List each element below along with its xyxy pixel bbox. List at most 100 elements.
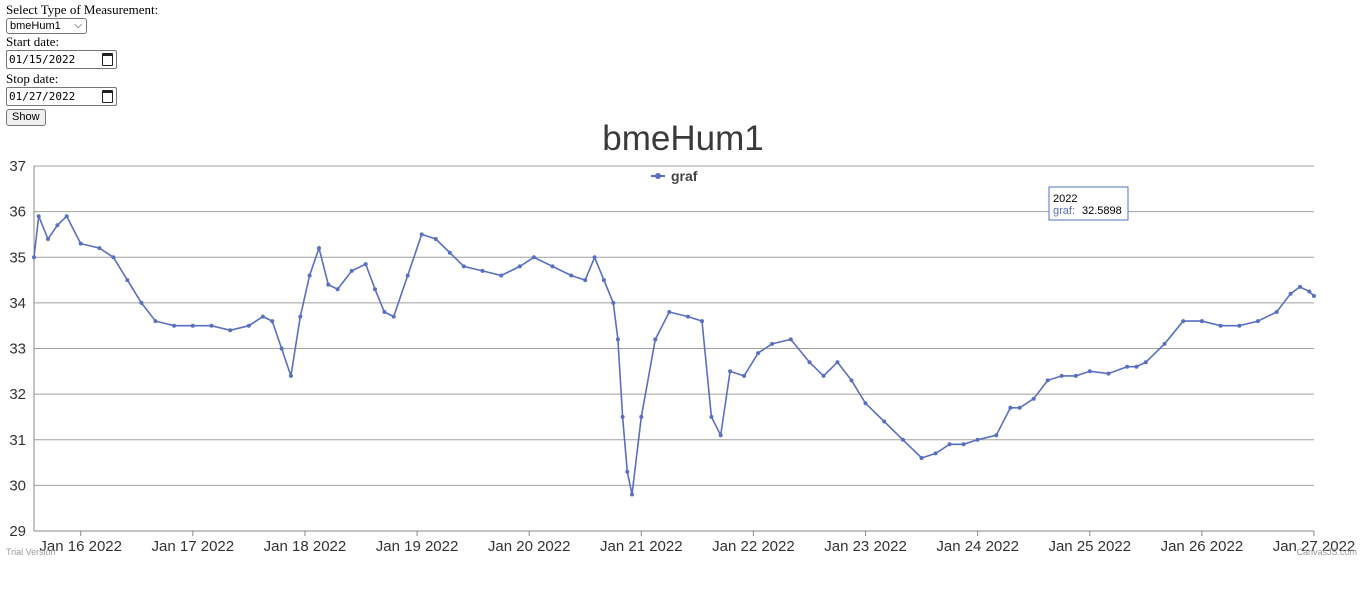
data-point[interactable] bbox=[335, 287, 340, 292]
data-point[interactable] bbox=[1298, 284, 1302, 289]
data-point[interactable] bbox=[190, 323, 195, 328]
data-point[interactable] bbox=[1181, 319, 1186, 324]
data-point[interactable] bbox=[1162, 341, 1167, 346]
data-point[interactable] bbox=[807, 360, 812, 365]
data-point[interactable] bbox=[480, 268, 485, 273]
stop-date-input[interactable]: 01/27/2022 bbox=[6, 87, 117, 106]
data-point[interactable] bbox=[97, 246, 102, 251]
data-point[interactable] bbox=[835, 360, 840, 365]
data-point[interactable] bbox=[64, 214, 69, 219]
data-point[interactable] bbox=[961, 442, 966, 447]
data-point[interactable] bbox=[246, 323, 251, 328]
data-point[interactable] bbox=[288, 373, 293, 378]
data-point[interactable] bbox=[550, 264, 555, 269]
data-point[interactable] bbox=[1274, 310, 1279, 314]
data-point[interactable] bbox=[419, 232, 424, 237]
data-point[interactable] bbox=[209, 323, 214, 328]
data-point[interactable] bbox=[700, 319, 704, 324]
show-button[interactable]: Show bbox=[6, 109, 46, 126]
data-point[interactable] bbox=[260, 314, 265, 319]
data-point[interactable] bbox=[1255, 319, 1260, 324]
data-point[interactable] bbox=[78, 241, 83, 246]
data-point[interactable] bbox=[620, 414, 625, 419]
data-point[interactable] bbox=[1312, 294, 1316, 298]
data-point[interactable] bbox=[172, 323, 177, 328]
legend[interactable]: graf bbox=[651, 168, 698, 184]
calendar-icon[interactable] bbox=[102, 90, 113, 103]
canvasjs-credit-link[interactable]: CanvasJS.com bbox=[1296, 547, 1357, 557]
data-point[interactable] bbox=[742, 373, 747, 378]
data-point[interactable] bbox=[569, 273, 574, 278]
data-point[interactable] bbox=[1143, 360, 1148, 365]
data-point[interactable] bbox=[756, 351, 761, 356]
data-point[interactable] bbox=[1087, 369, 1092, 374]
data-point[interactable] bbox=[770, 341, 775, 346]
data-point[interactable] bbox=[709, 414, 714, 419]
data-point[interactable] bbox=[1045, 378, 1050, 383]
data-point[interactable] bbox=[849, 378, 854, 383]
data-point[interactable] bbox=[363, 262, 368, 267]
start-date-input[interactable]: 01/15/2022 bbox=[6, 50, 117, 69]
data-point[interactable] bbox=[55, 223, 60, 228]
data-point[interactable] bbox=[788, 337, 793, 342]
data-point[interactable] bbox=[349, 268, 354, 273]
data-point[interactable] bbox=[139, 300, 144, 305]
data-point[interactable] bbox=[863, 401, 868, 406]
data-point[interactable] bbox=[111, 255, 116, 260]
data-point[interactable] bbox=[947, 442, 952, 447]
data-point[interactable] bbox=[1031, 396, 1036, 401]
data-point[interactable] bbox=[728, 369, 733, 374]
data-point[interactable] bbox=[592, 255, 597, 260]
data-point[interactable] bbox=[298, 314, 303, 319]
data-point[interactable] bbox=[1073, 373, 1078, 378]
data-point[interactable] bbox=[1218, 323, 1223, 328]
data-point[interactable] bbox=[153, 319, 158, 324]
data-point[interactable] bbox=[228, 328, 233, 333]
data-point[interactable] bbox=[882, 419, 887, 424]
data-point[interactable] bbox=[686, 314, 690, 319]
data-point[interactable] bbox=[1106, 371, 1111, 376]
data-point[interactable] bbox=[46, 237, 50, 241]
data-point[interactable] bbox=[975, 437, 980, 442]
data-point[interactable] bbox=[326, 282, 331, 287]
data-point[interactable] bbox=[601, 278, 606, 283]
data-point[interactable] bbox=[1017, 405, 1022, 410]
data-point[interactable] bbox=[653, 337, 658, 342]
data-point[interactable] bbox=[317, 246, 321, 251]
data-point[interactable] bbox=[1199, 319, 1204, 324]
data-point[interactable] bbox=[611, 300, 616, 305]
data-point[interactable] bbox=[1008, 405, 1013, 410]
data-point[interactable] bbox=[919, 456, 924, 460]
data-point[interactable] bbox=[1307, 289, 1312, 294]
data-point[interactable] bbox=[433, 237, 438, 241]
data-point[interactable] bbox=[615, 337, 620, 342]
data-point[interactable] bbox=[499, 273, 504, 278]
data-point[interactable] bbox=[625, 469, 630, 474]
data-point[interactable] bbox=[821, 373, 826, 378]
data-point[interactable] bbox=[900, 437, 905, 442]
data-point[interactable] bbox=[32, 255, 36, 260]
data-point[interactable] bbox=[630, 492, 634, 497]
data-point[interactable] bbox=[447, 250, 452, 255]
data-point[interactable] bbox=[270, 319, 275, 324]
data-point[interactable] bbox=[307, 273, 312, 278]
data-point[interactable] bbox=[36, 214, 41, 219]
data-point[interactable] bbox=[1059, 373, 1064, 378]
data-point[interactable] bbox=[279, 346, 284, 351]
data-point[interactable] bbox=[583, 278, 588, 283]
data-point[interactable] bbox=[667, 310, 672, 314]
data-point[interactable] bbox=[373, 287, 377, 292]
data-point[interactable] bbox=[382, 310, 387, 314]
data-point[interactable] bbox=[391, 314, 396, 319]
data-point[interactable] bbox=[1125, 364, 1130, 369]
data-point[interactable] bbox=[405, 273, 410, 278]
calendar-icon[interactable] bbox=[102, 53, 113, 66]
data-point[interactable] bbox=[125, 278, 130, 283]
data-point[interactable] bbox=[517, 264, 522, 269]
data-point[interactable] bbox=[718, 433, 723, 438]
data-point[interactable] bbox=[1237, 323, 1242, 328]
data-point[interactable] bbox=[1134, 364, 1139, 369]
data-point[interactable] bbox=[1288, 291, 1293, 296]
data-point[interactable] bbox=[639, 414, 644, 419]
measurement-type-select[interactable]: bmeHum1 ⌵ bbox=[6, 18, 87, 34]
